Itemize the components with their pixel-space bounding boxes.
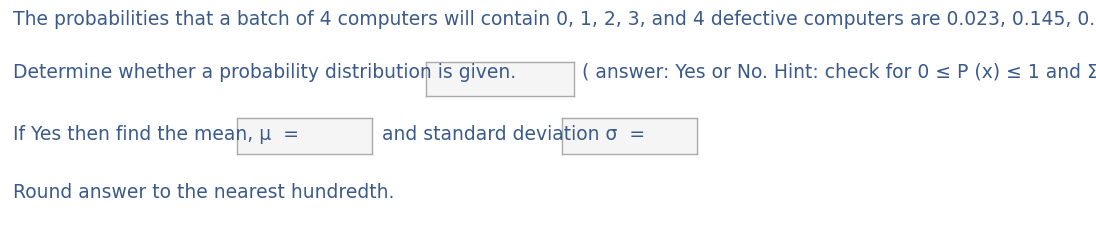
Text: The probabilities that a batch of 4 computers will contain 0, 1, 2, 3, and 4 def: The probabilities that a batch of 4 comp… xyxy=(13,10,1096,29)
Text: ( answer: Yes or No. Hint: check for 0 ≤ P (x) ≤ 1 and Σ P (x)  =  1: ( answer: Yes or No. Hint: check for 0 ≤… xyxy=(582,63,1096,82)
Text: Determine whether a probability distribution is given.: Determine whether a probability distribu… xyxy=(13,63,516,82)
Text: Round answer to the nearest hundredth.: Round answer to the nearest hundredth. xyxy=(13,182,395,201)
Text: If Yes then find the mean, μ  =: If Yes then find the mean, μ = xyxy=(13,124,299,143)
Text: and standard deviation σ  =: and standard deviation σ = xyxy=(383,124,646,143)
